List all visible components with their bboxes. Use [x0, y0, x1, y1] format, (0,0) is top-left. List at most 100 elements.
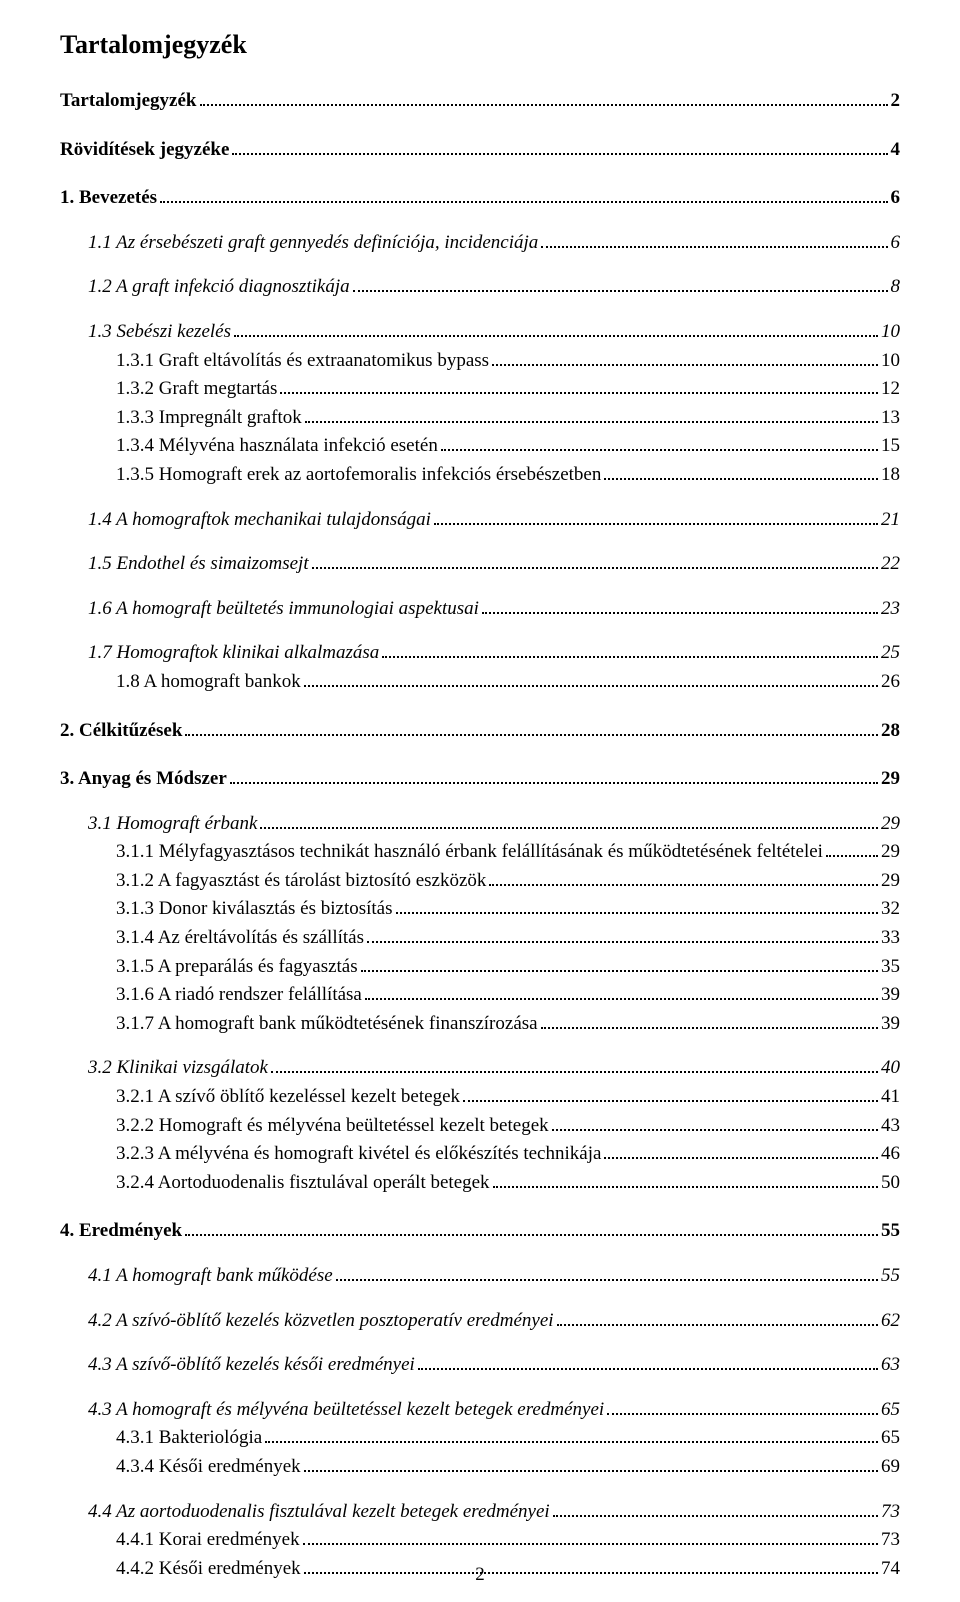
toc-leader-dots	[185, 720, 878, 735]
toc-entry: 1.3.5 Homograft erek az aortofemoralis i…	[116, 462, 900, 489]
toc-entry-page: 65	[881, 1397, 900, 1424]
toc-entry-label: 1.3.2 Graft megtartás	[116, 376, 277, 403]
toc-entry: 1.3.1 Graft eltávolítás és extraanatomik…	[116, 348, 900, 375]
toc-entry-label: 4.3 A homograft és mélyvéna beültetéssel…	[88, 1397, 604, 1424]
toc-leader-dots	[304, 1457, 878, 1472]
toc-entry-page: 26	[881, 669, 900, 696]
toc-entry-page: 21	[881, 507, 900, 534]
toc-leader-dots	[305, 407, 878, 422]
toc-entry: 4.1 A homograft bank működése55	[88, 1263, 900, 1290]
toc-entry: 4.3 A homograft és mélyvéna beültetéssel…	[88, 1397, 900, 1424]
toc-entry: 2. Célkitűzések28	[60, 718, 900, 745]
toc-entry-label: 3.2.2 Homograft és mélyvéna beültetéssel…	[116, 1113, 549, 1140]
toc-entry: 3.1.6 A riadó rendszer felállítása 39	[116, 982, 900, 1009]
toc-entry-page: 50	[881, 1170, 900, 1197]
toc-entry-page: 39	[881, 982, 900, 1009]
document-page: Tartalomjegyzék Tartalomjegyzék 2 Rövidíté…	[0, 0, 960, 1602]
toc-entry: 1.4 A homograftok mechanikai tulajdonság…	[88, 507, 900, 534]
toc-entry-label: 1.3.1 Graft eltávolítás és extraanatomik…	[116, 348, 489, 375]
toc-leader-dots	[230, 769, 878, 784]
toc-entry: 3. Anyag és Módszer29	[60, 766, 900, 793]
toc-entry-label: 4.3.1 Bakteriológia	[116, 1425, 262, 1452]
toc-entry: 3.2.2 Homograft és mélyvéna beültetéssel…	[116, 1113, 900, 1140]
toc-entry-label: 3.1.1 Mélyfagyasztásos technikát használ…	[116, 839, 823, 866]
toc-entry-page: 63	[881, 1352, 900, 1379]
toc-entry: 1.7 Homograftok klinikai alkalmazása25	[88, 640, 900, 667]
toc-entry: 1. Bevezetés6	[60, 185, 900, 212]
toc-entry-label: 1.3.5 Homograft erek az aortofemoralis i…	[116, 462, 601, 489]
toc-leader-dots	[604, 465, 878, 480]
toc-leader-dots	[304, 672, 878, 687]
toc-entry-label: 3. Anyag és Módszer	[60, 766, 227, 793]
toc-entry-label: 1.3.3 Impregnált graftok	[116, 405, 302, 432]
toc-entry-label: 3.2.1 A szívő öblítő kezeléssel kezelt b…	[116, 1084, 460, 1111]
toc-leader-dots	[382, 643, 878, 658]
toc-leader-dots	[553, 1501, 878, 1516]
toc-leader-dots	[336, 1266, 878, 1281]
toc-leader-dots	[607, 1399, 878, 1414]
toc-leader-dots	[557, 1310, 878, 1325]
toc-entry-page: 2	[891, 88, 901, 115]
toc-entry: 1.8 A homograft bankok26	[116, 669, 900, 696]
toc-leader-dots	[265, 1428, 878, 1443]
toc-entry-label: 1.5 Endothel és simaizomsejt	[88, 551, 309, 578]
toc-leader-dots	[541, 1014, 878, 1029]
toc-entry: 1.5 Endothel és simaizomsejt 22	[88, 551, 900, 578]
toc-entry-label: 3.2 Klinikai vizsgálatok	[88, 1055, 268, 1082]
toc-entry-label: 3.1.7 A homograft bank működtetésének fi…	[116, 1011, 538, 1038]
toc-entry-page: 39	[881, 1011, 900, 1038]
toc-entry-page: 62	[881, 1308, 900, 1335]
toc-leader-dots	[463, 1087, 878, 1102]
toc-entry: 3.2.4 Aortoduodenalis fisztulával operál…	[116, 1170, 900, 1197]
toc-leader-dots	[552, 1115, 878, 1130]
toc-entry: 4.4.1 Korai eredmények73	[116, 1527, 900, 1554]
toc-leader-dots	[434, 509, 878, 524]
toc-entry-label: 1.7 Homograftok klinikai alkalmazása	[88, 640, 379, 667]
toc-entry-label: 3.1.4 Az éreltávolítás és szállítás	[116, 925, 364, 952]
toc-entry: 1.6 A homograft beültetés immunologiai a…	[88, 596, 900, 623]
toc-entry-page: 40	[881, 1055, 900, 1082]
toc-entry-page: 29	[881, 868, 900, 895]
toc-entry: 4. Eredmények55	[60, 1218, 900, 1245]
toc-entry-page: 55	[881, 1218, 900, 1245]
toc-entry: 1.3.3 Impregnált graftok 13	[116, 405, 900, 432]
toc-leader-dots	[826, 842, 878, 857]
toc-leader-dots	[200, 91, 888, 106]
toc-entry: 3.1.4 Az éreltávolítás és szállítás 33	[116, 925, 900, 952]
toc-entry-page: 6	[891, 230, 901, 257]
toc-entry-page: 18	[881, 462, 900, 489]
toc-entry-page: 13	[881, 405, 900, 432]
toc-entry-label: 4.3.4 Késői eredmények	[116, 1454, 301, 1481]
toc-entry-page: 22	[881, 551, 900, 578]
toc-entry: 3.2.1 A szívő öblítő kezeléssel kezelt b…	[116, 1084, 900, 1111]
toc-leader-dots	[482, 598, 878, 613]
toc-entry-page: 15	[881, 433, 900, 460]
toc-entry: 1.3.2 Graft megtartás 12	[116, 376, 900, 403]
toc-entry-page: 12	[881, 376, 900, 403]
toc-leader-dots	[492, 350, 878, 365]
toc-entry: 3.1.1 Mélyfagyasztásos technikát használ…	[116, 839, 900, 866]
toc-entry: 3.1.3 Donor kiválasztás és biztosítás32	[116, 896, 900, 923]
toc-entry: 1.3 Sebészi kezelés10	[88, 319, 900, 346]
toc-entry-page: 73	[881, 1499, 900, 1526]
toc-entry-page: 29	[881, 839, 900, 866]
toc-entry-label: Rövidítések jegyzéke	[60, 137, 229, 164]
toc-entry-label: 1.1 Az érsebészeti graft gennyedés defin…	[88, 230, 538, 257]
toc-entry: 1.1 Az érsebészeti graft gennyedés defin…	[88, 230, 900, 257]
toc-entry-page: 33	[881, 925, 900, 952]
table-of-contents: Tartalomjegyzék 2 Rövidítések jegyzéke4 1. …	[60, 88, 900, 1582]
page-title: Tartalomjegyzék	[60, 30, 900, 60]
toc-entry: Rövidítések jegyzéke4	[60, 137, 900, 164]
toc-entry-label: Tartalomjegyzék	[60, 88, 197, 115]
toc-leader-dots	[418, 1355, 878, 1370]
toc-leader-dots	[365, 985, 878, 1000]
toc-leader-dots	[271, 1058, 878, 1073]
toc-entry-label: 3.1.3 Donor kiválasztás és biztosítás	[116, 896, 393, 923]
toc-leader-dots	[312, 554, 878, 569]
toc-entry-page: 28	[881, 718, 900, 745]
toc-entry-label: 3.1.6 A riadó rendszer felállítása	[116, 982, 362, 1009]
toc-entry-label: 4.1 A homograft bank működése	[88, 1263, 333, 1290]
toc-entry-label: 3.2.3 A mélyvéna és homograft kivétel és…	[116, 1141, 601, 1168]
toc-entry: 3.1.7 A homograft bank működtetésének fi…	[116, 1011, 900, 1038]
toc-entry-label: 4.4.1 Korai eredmények	[116, 1527, 300, 1554]
